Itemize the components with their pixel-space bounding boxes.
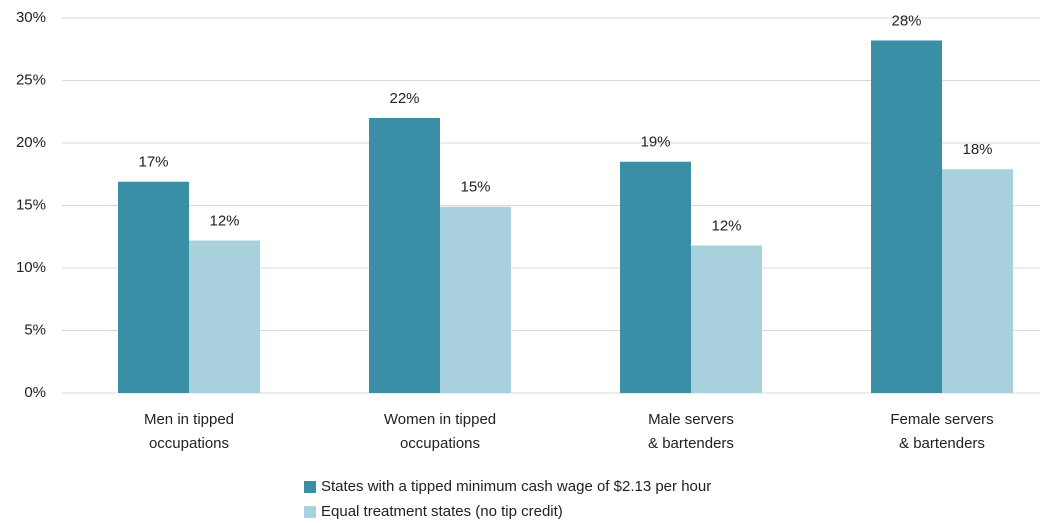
bar bbox=[942, 169, 1013, 393]
legend-swatch bbox=[304, 481, 316, 493]
x-tick-label: occupations bbox=[400, 435, 480, 452]
bar bbox=[620, 161, 691, 393]
bar bbox=[691, 245, 762, 393]
x-tick-label: & bartenders bbox=[648, 435, 734, 452]
y-tick-label: 5% bbox=[24, 321, 46, 338]
y-tick-label: 20% bbox=[16, 134, 46, 151]
legend-swatch bbox=[304, 506, 316, 518]
legend-label: States with a tipped minimum cash wage o… bbox=[321, 478, 711, 495]
x-tick-label: Male servers bbox=[648, 411, 734, 428]
y-tick-label: 10% bbox=[16, 259, 46, 276]
bar bbox=[118, 181, 189, 393]
x-tick-label: Men in tipped bbox=[144, 411, 234, 428]
bar bbox=[871, 40, 942, 393]
y-tick-label: 30% bbox=[16, 9, 46, 26]
x-tick-label: Female servers bbox=[890, 411, 993, 428]
x-tick-label: occupations bbox=[149, 435, 229, 452]
legend-label: Equal treatment states (no tip credit) bbox=[321, 503, 563, 520]
y-tick-label: 0% bbox=[24, 384, 46, 401]
data-label: 28% bbox=[891, 12, 921, 29]
bar bbox=[369, 118, 440, 393]
data-label: 12% bbox=[209, 212, 239, 229]
data-label: 17% bbox=[138, 154, 168, 171]
data-label: 19% bbox=[640, 134, 670, 151]
y-tick-label: 15% bbox=[16, 196, 46, 213]
data-label: 15% bbox=[460, 179, 490, 196]
data-label: 22% bbox=[389, 90, 419, 107]
y-tick-label: 25% bbox=[16, 71, 46, 88]
x-tick-label: & bartenders bbox=[899, 435, 985, 452]
data-label: 12% bbox=[711, 217, 741, 234]
bar bbox=[440, 206, 511, 393]
x-tick-label: Women in tipped bbox=[384, 411, 496, 428]
bar bbox=[189, 240, 260, 393]
data-label: 18% bbox=[962, 141, 992, 158]
